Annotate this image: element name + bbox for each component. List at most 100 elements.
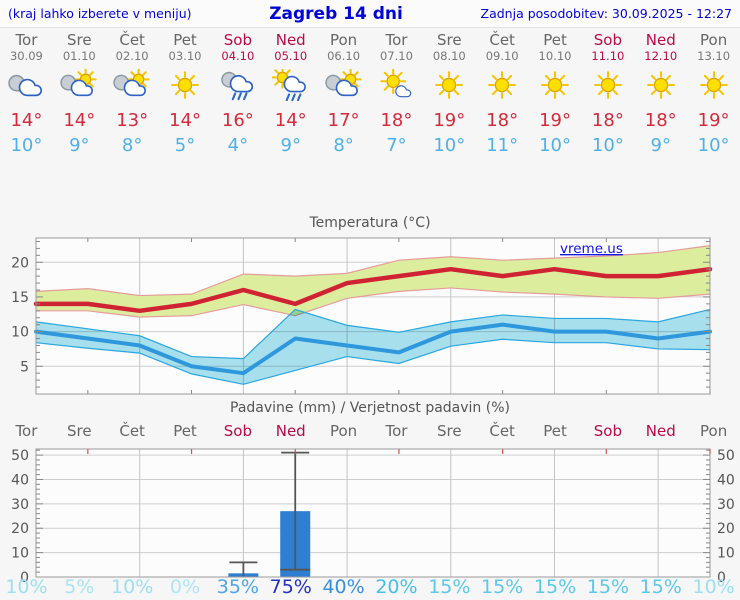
pop-label: 15% [481,576,524,598]
day-max-temp: 18° [644,110,677,131]
day-column[interactable]: Čet 09.10 18° 11° [476,31,529,158]
precip-day-label: Ned [275,422,306,440]
day-date: 30.09 [9,49,43,63]
day-column[interactable]: Tor 30.09 14° 10° [0,31,53,158]
temp-y-tick-label: 20 [11,255,29,271]
precip-day-label: Čet [119,422,145,440]
partly-cloudy-icon [60,68,97,97]
pop-label: 40% [322,576,365,598]
precip-y-tick-label: 10 [717,546,735,562]
precipitation-probability-row: 10% 5% 10% 0% 35% 75% 40% 20% 15% 15% 15% 15% 15% 10% [0,576,740,598]
day-column[interactable]: Pet 10.10 19° 10° [529,31,582,158]
precip-day-label: Sob [593,422,622,440]
precipitation-chart: 0 0 10 10 20 20 30 30 40 40 50 50 [11,448,735,583]
pop-label: 15% [639,576,682,598]
page-header: (kraj lahko izberete v meniju) Zagreb 14… [0,0,740,28]
pop-label: 10% [692,576,735,598]
day-name: Pet [543,31,567,49]
precip-day-label: Pon [329,422,358,440]
sunny-icon [541,71,569,99]
temp-y-tick-label: 10 [11,325,29,341]
day-column[interactable]: Čet 02.10 13° 8° [106,31,159,158]
precip-day-label: Sre [437,422,462,440]
day-column[interactable]: Pet 03.10 14° 5° [159,31,212,158]
sunny-icon [634,69,687,105]
sunny-icon [171,71,199,99]
sunny-icon [435,71,464,99]
partly-cloudy-icon [106,68,159,105]
day-max-temp: 18° [591,110,624,131]
cloudy-icon [0,69,53,105]
day-max-temp: 16° [221,110,254,131]
day-min-temp: 9° [280,135,301,156]
day-min-temp: 9° [650,135,671,156]
day-column[interactable]: Pon 13.10 19° 10° [687,31,740,158]
pop-label: 15% [428,576,471,598]
precip-y-tick-label: 50 [11,448,29,464]
day-date: 12.10 [644,49,678,63]
day-date: 10.10 [538,49,572,63]
sunny-icon [488,71,517,99]
precip-day-label: Pet [543,422,567,440]
precip-day-label: Ned [645,422,676,440]
day-date: 03.10 [168,49,202,63]
precipitation-day-labels: Tor Sre Čet Pet Sob Ned Pon Tor Sre Čet Pet Sob Ned P… [0,422,740,440]
day-date: 09.10 [485,49,519,63]
day-column[interactable]: Sob 04.10 16° 4° [211,31,264,158]
day-max-temp: 19° [697,110,730,131]
day-name: Ned [275,31,306,49]
day-min-temp: 10° [539,135,571,156]
temp-y-tick-label: 15 [11,290,29,306]
day-column[interactable]: Sre 01.10 14° 9° [53,31,106,158]
day-date: 13.10 [697,49,731,63]
day-max-temp: 18° [380,110,413,131]
sunny-icon [687,69,740,105]
day-column[interactable]: Ned 12.10 18° 9° [634,31,687,158]
day-max-temp: 19° [539,110,571,131]
day-min-temp: 4° [227,135,249,156]
day-column[interactable]: Sob 11.10 18° 10° [581,31,634,158]
day-date: 04.10 [221,49,255,63]
day-date: 01.10 [62,49,96,63]
sunny-icon [423,69,476,105]
partly-cloudy-icon [53,68,106,105]
sun-shower-icon [264,66,317,105]
day-min-temp: 8° [121,135,143,156]
menu-hint-text: (kraj lahko izberete v meniju) [8,6,192,21]
day-min-temp: 10° [433,135,466,156]
day-column[interactable]: Pon 06.10 17° 8° [317,31,370,158]
precip-y-tick-label: 0 [717,570,726,583]
mostly-sunny-icon [370,68,423,105]
pop-label: 15% [586,576,629,598]
pop-label: 10% [111,576,154,598]
min-temperatura-line [34,322,712,376]
rain-icon [211,69,264,105]
vreme-us-watermark-link[interactable]: vreme.us [560,241,623,257]
precip-y-tick-label: 50 [717,448,735,464]
cloudy-icon [8,74,43,97]
day-date: 07.10 [379,49,413,63]
day-name: Sob [223,31,252,49]
sunny-icon [581,69,634,105]
day-max-temp: 19° [433,110,466,131]
day-min-temp: 10° [591,135,624,156]
precip-y-tick-label: 10 [11,546,29,562]
day-min-temp: 9° [69,135,90,156]
sunny-icon [529,69,582,105]
last-update-text: Zadnja posodobitev: 30.09.2025 - 12:27 [480,6,732,21]
precip-day-label: Tor [15,422,38,440]
max-temperatura-line [33,266,713,314]
temperature-chart-title: Temperatura (°C) [309,215,431,231]
day-date: 05.10 [274,49,308,63]
day-column[interactable]: Sre 08.10 19° 10° [423,31,476,158]
day-column[interactable]: Tor 07.10 18° 7° [370,31,423,158]
day-column[interactable]: Ned 05.10 14° 9° [264,31,317,158]
day-name: Pet [173,31,197,49]
pop-label: 10% [5,576,48,598]
precip-day-label: Pon [700,422,728,440]
day-name: Pon [329,31,358,49]
sunny-icon [159,69,212,105]
precip-day-label: Tor [385,422,408,440]
sun-shower-icon [271,66,306,102]
